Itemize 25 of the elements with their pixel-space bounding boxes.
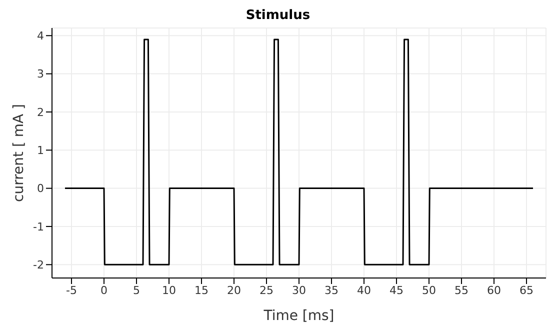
y-tick-label: 4 bbox=[37, 30, 44, 43]
chart-title: Stimulus bbox=[244, 8, 312, 24]
x-tick-label: 25 bbox=[260, 284, 274, 297]
y-tick-label: -2 bbox=[33, 258, 44, 272]
x-tick-label: 0 bbox=[100, 284, 108, 297]
x-axis-title: Time [ms] bbox=[262, 308, 334, 324]
x-tick-label: 65 bbox=[520, 284, 534, 297]
x-tick-label: 45 bbox=[390, 284, 404, 297]
x-tick-label: 50 bbox=[422, 284, 436, 297]
x-tick-label: 15 bbox=[194, 284, 208, 297]
x-tick-label: 40 bbox=[357, 284, 371, 297]
x-tick-label: 35 bbox=[324, 284, 338, 297]
x-tick-label: 20 bbox=[227, 284, 241, 297]
y-axis-title: current [ mA ] bbox=[10, 104, 27, 202]
x-tick-label: 55 bbox=[454, 284, 468, 297]
y-tick-label: 0 bbox=[37, 182, 44, 196]
x-tick-label: -5 bbox=[66, 284, 77, 297]
y-tick-label: 1 bbox=[37, 144, 44, 158]
x-tick-label: 60 bbox=[487, 284, 501, 297]
x-tick-label: 30 bbox=[292, 284, 306, 297]
x-tick-label: 10 bbox=[162, 284, 176, 297]
y-tick-label: 2 bbox=[37, 106, 44, 119]
x-tick-label: 5 bbox=[133, 284, 140, 297]
y-tick-label: -1 bbox=[33, 220, 44, 234]
y-tick-label: 3 bbox=[37, 68, 44, 81]
